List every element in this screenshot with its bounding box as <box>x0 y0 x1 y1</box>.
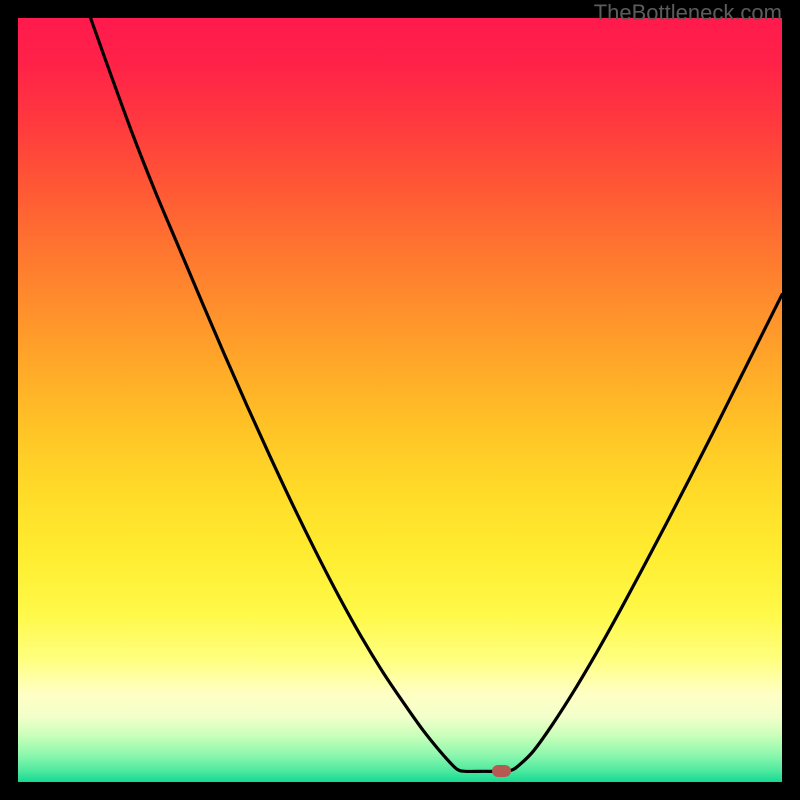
watermark-text: TheBottleneck.com <box>594 0 782 26</box>
chart-stage: TheBottleneck.com <box>0 0 800 800</box>
bottleneck-curve <box>18 18 782 782</box>
plot-area <box>18 18 782 782</box>
minimum-marker <box>492 765 510 777</box>
